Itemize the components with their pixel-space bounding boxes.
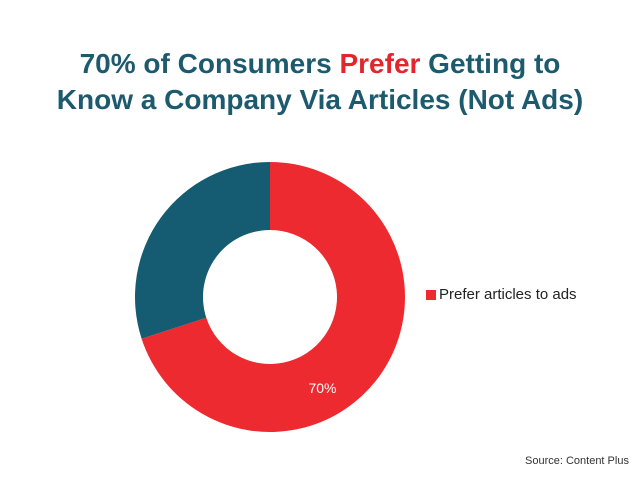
donut-slice-other <box>135 162 270 339</box>
data-label-prefer: 70% <box>308 380 336 396</box>
chart-title: 70% of Consumers Prefer Getting to Know … <box>0 46 640 118</box>
title-line-2: Know a Company Via Articles (Not Ads) <box>56 84 584 115</box>
source-note: Source: Content Plus <box>525 455 629 467</box>
title-text-end: Getting to <box>420 48 561 79</box>
donut-slice-prefer <box>141 161 406 432</box>
legend-label-prefer: Prefer articles to ads <box>439 286 577 303</box>
title-text-start: 70% of Consumers <box>79 48 340 79</box>
title-highlight: Prefer <box>339 48 421 79</box>
legend-swatch-prefer <box>426 290 436 300</box>
title-line-1: 70% of Consumers Prefer Getting to <box>0 46 640 82</box>
